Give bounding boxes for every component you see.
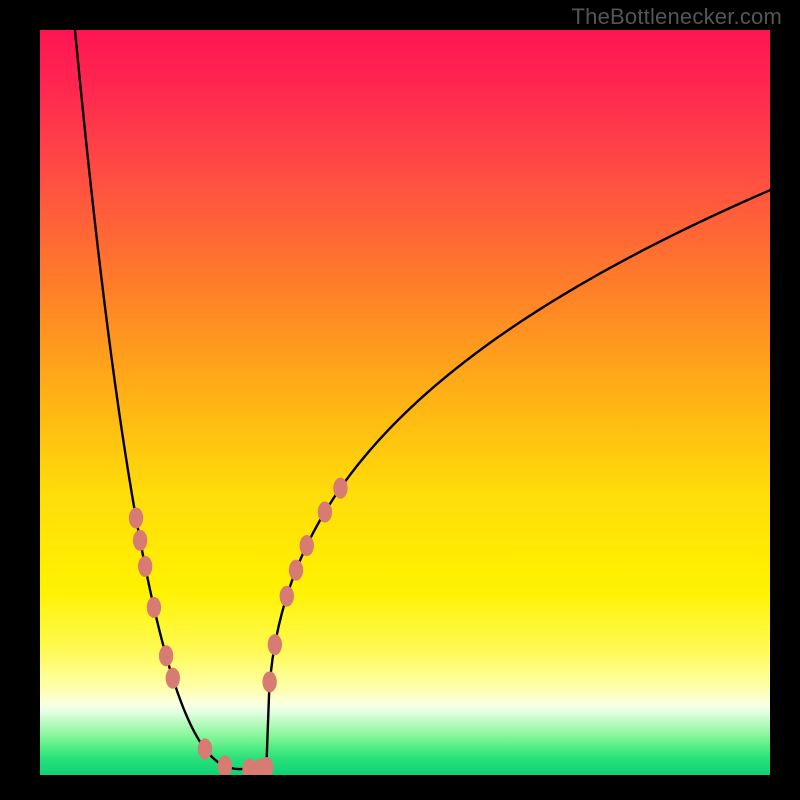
- chart-container: TheBottlenecker.com: [0, 0, 800, 800]
- gradient-background: [40, 30, 770, 775]
- marker-left: [147, 597, 161, 618]
- marker-left: [198, 738, 212, 759]
- marker-right: [262, 671, 276, 692]
- marker-right: [289, 560, 303, 581]
- marker-left: [129, 507, 143, 528]
- marker-left: [159, 645, 173, 666]
- marker-left: [138, 556, 152, 577]
- marker-right: [318, 502, 332, 523]
- marker-right: [300, 535, 314, 556]
- marker-right: [268, 634, 282, 655]
- marker-left: [133, 530, 147, 551]
- marker-right: [280, 586, 294, 607]
- marker-right: [333, 478, 347, 499]
- watermark-text: TheBottlenecker.com: [572, 4, 782, 30]
- chart-svg: [40, 30, 770, 775]
- marker-left: [166, 668, 180, 689]
- plot-area: [40, 30, 770, 775]
